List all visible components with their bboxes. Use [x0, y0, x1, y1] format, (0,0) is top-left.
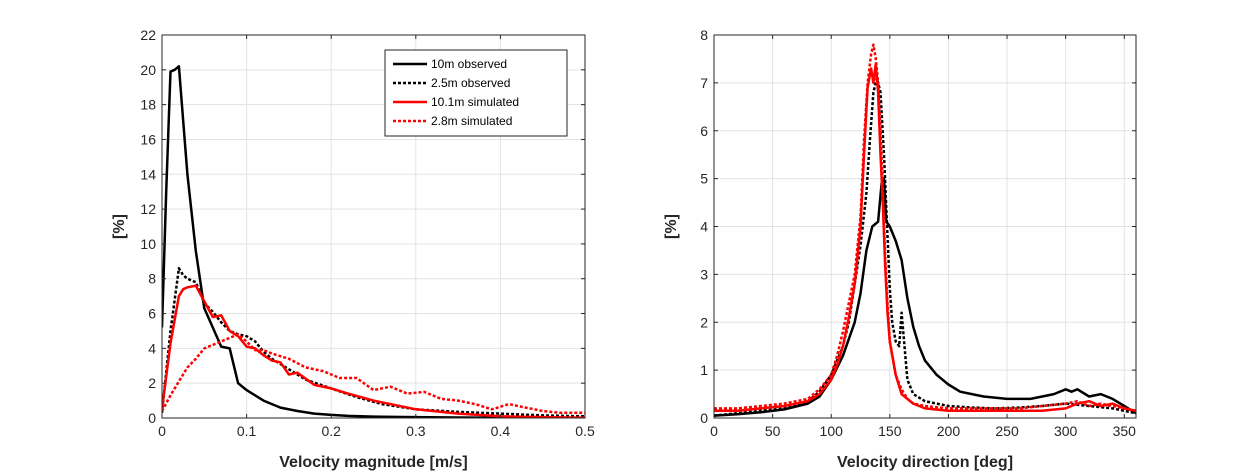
series-line-1 [162, 267, 585, 418]
y-tick-label: 5 [700, 171, 708, 187]
y-tick-label: 8 [700, 27, 708, 43]
y-tick-label: 18 [140, 97, 156, 113]
x-axis-label: Velocity direction [deg] [837, 454, 1013, 471]
y-tick-label: 6 [148, 306, 156, 322]
x-tick-label: 100 [820, 423, 844, 439]
x-tick-label: 0 [710, 423, 718, 439]
y-tick-label: 7 [700, 75, 708, 91]
y-axis-label: [%] [663, 214, 680, 239]
y-tick-label: 8 [148, 271, 156, 287]
y-tick-label: 10 [140, 236, 156, 252]
series-line-2 [162, 284, 585, 418]
y-tick-label: 0 [700, 410, 708, 426]
y-tick-label: 12 [140, 201, 156, 217]
x-tick-label: 300 [1054, 423, 1078, 439]
x-tick-label: 0.3 [406, 423, 426, 439]
legend: 10m observed 2.5m observed 10.1m simulated… [384, 49, 568, 137]
legend-entry-label: 10.1m simulated [431, 95, 519, 109]
legend-entry-label: 2.8m simulated [431, 114, 512, 128]
x-axis-label: Velocity magnitude [m/s] [279, 454, 467, 471]
y-tick-label: 16 [140, 131, 156, 147]
y-tick-label: 4 [700, 219, 708, 235]
y-tick-label: 20 [140, 62, 156, 78]
x-tick-label: 200 [937, 423, 961, 439]
legend-entry-label: 10m observed [431, 57, 507, 71]
y-tick-label: 6 [700, 123, 708, 139]
y-tick-label: 22 [140, 27, 156, 43]
x-tick-label: 50 [765, 423, 781, 439]
y-axis-label: [%] [111, 214, 128, 239]
x-tick-label: 250 [995, 423, 1019, 439]
series-line-1 [714, 76, 1136, 417]
velocity-direction-plot: 0 50 100 150 200 250 300 350 0 1 2 3 4 5 6 7 8 Velocity d… [663, 27, 1137, 471]
legend-entry-label: 2.5m observed [431, 76, 510, 90]
x-tick-label: 0 [158, 423, 166, 439]
y-tick-label: 4 [148, 340, 156, 356]
x-tick-label: 150 [878, 423, 902, 439]
velocity-magnitude-plot: 0 0.1 0.2 0.3 0.4 0.5 0 2 4 6 8 10 12 14 16 18 20 22 Veloc… [111, 27, 595, 471]
y-tick-label: 0 [148, 410, 156, 426]
x-tick-label: 0.4 [491, 423, 511, 439]
x-tick-label: 0.5 [575, 423, 595, 439]
x-tick-label: 0.1 [237, 423, 257, 439]
y-tick-label: 2 [700, 314, 708, 330]
y-tick-label: 3 [700, 266, 708, 282]
y-tick-label: 1 [700, 362, 708, 378]
series-line-3 [162, 333, 585, 415]
axes-box [161, 34, 586, 419]
x-tick-label: 350 [1113, 423, 1137, 439]
x-tick-label: 0.2 [321, 423, 341, 439]
y-tick-label: 14 [140, 166, 156, 182]
y-tick-label: 2 [148, 375, 156, 391]
